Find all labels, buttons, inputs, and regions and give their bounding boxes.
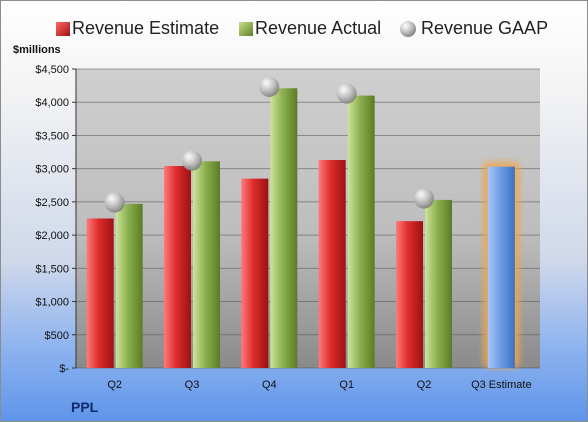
- marker-revenue-gaap: [182, 150, 202, 171]
- bars: [86, 88, 520, 369]
- y-tick-label: $2,500: [35, 197, 69, 209]
- company-label: PPL: [71, 399, 99, 415]
- bar-revenue-actual: [270, 88, 298, 368]
- bar-revenue-estimate: [396, 221, 423, 368]
- bar-revenue-estimate: [241, 178, 269, 368]
- y-tick-label: $3,000: [35, 164, 69, 176]
- y-tick-label: $1,500: [35, 263, 69, 275]
- x-tick-label: Q1: [339, 379, 354, 391]
- legend-label-gaap: Revenue GAAP: [421, 18, 549, 38]
- y-axis-ticks: $- $500 $1,000 $1,500 $2,000 $2,500 $3,000 $3,5…: [35, 64, 77, 375]
- x-tick-label: Q3 Estimate: [471, 379, 532, 391]
- legend-swatch-estimate: [56, 22, 70, 36]
- legend-label-actual: Revenue Actual: [255, 18, 382, 38]
- bar-revenue-actual: [115, 203, 143, 368]
- y-tick-label: $2,000: [35, 230, 69, 242]
- bar-revenue-actual: [347, 95, 375, 369]
- gaap-markers: [104, 76, 434, 213]
- marker-revenue-gaap: [104, 192, 125, 213]
- plot-area: [76, 69, 540, 368]
- y-tick-label: $500: [45, 330, 69, 342]
- y-tick-label: $-: [59, 363, 69, 375]
- bar-revenue-actual: [425, 199, 452, 368]
- x-tick-label: Q2: [107, 379, 122, 391]
- bar-revenue-estimate: [318, 160, 346, 368]
- bar-projected-estimate: [487, 166, 515, 368]
- gridlines: [76, 68, 540, 369]
- x-tick-label: Q2: [417, 379, 432, 391]
- marker-revenue-gaap: [259, 76, 280, 97]
- legend: Revenue Estimate Revenue Actual Revenue …: [1, 15, 587, 43]
- bar-revenue-estimate: [86, 218, 114, 368]
- y-tick-label: $4,000: [35, 97, 69, 109]
- y-tick-label: $3,500: [35, 130, 69, 142]
- marker-revenue-gaap: [336, 83, 357, 104]
- x-tick-label: Q4: [262, 379, 277, 391]
- legend-swatch-actual: [239, 22, 253, 36]
- y-axis-unit-label: $millions: [13, 44, 61, 56]
- bar-revenue-actual: [193, 161, 220, 368]
- y-tick-label: $4,500: [35, 64, 69, 76]
- y-tick-label: $1,000: [35, 297, 69, 309]
- x-axis-ticks: Q2 Q3 Q4 Q1 Q2 Q3 Estimate: [107, 379, 531, 391]
- marker-revenue-gaap: [414, 188, 434, 209]
- legend-label-estimate: Revenue Estimate: [72, 18, 220, 38]
- legend-marker-gaap: [400, 21, 416, 37]
- bar-revenue-estimate: [164, 166, 191, 368]
- x-tick-label: Q3: [185, 379, 200, 391]
